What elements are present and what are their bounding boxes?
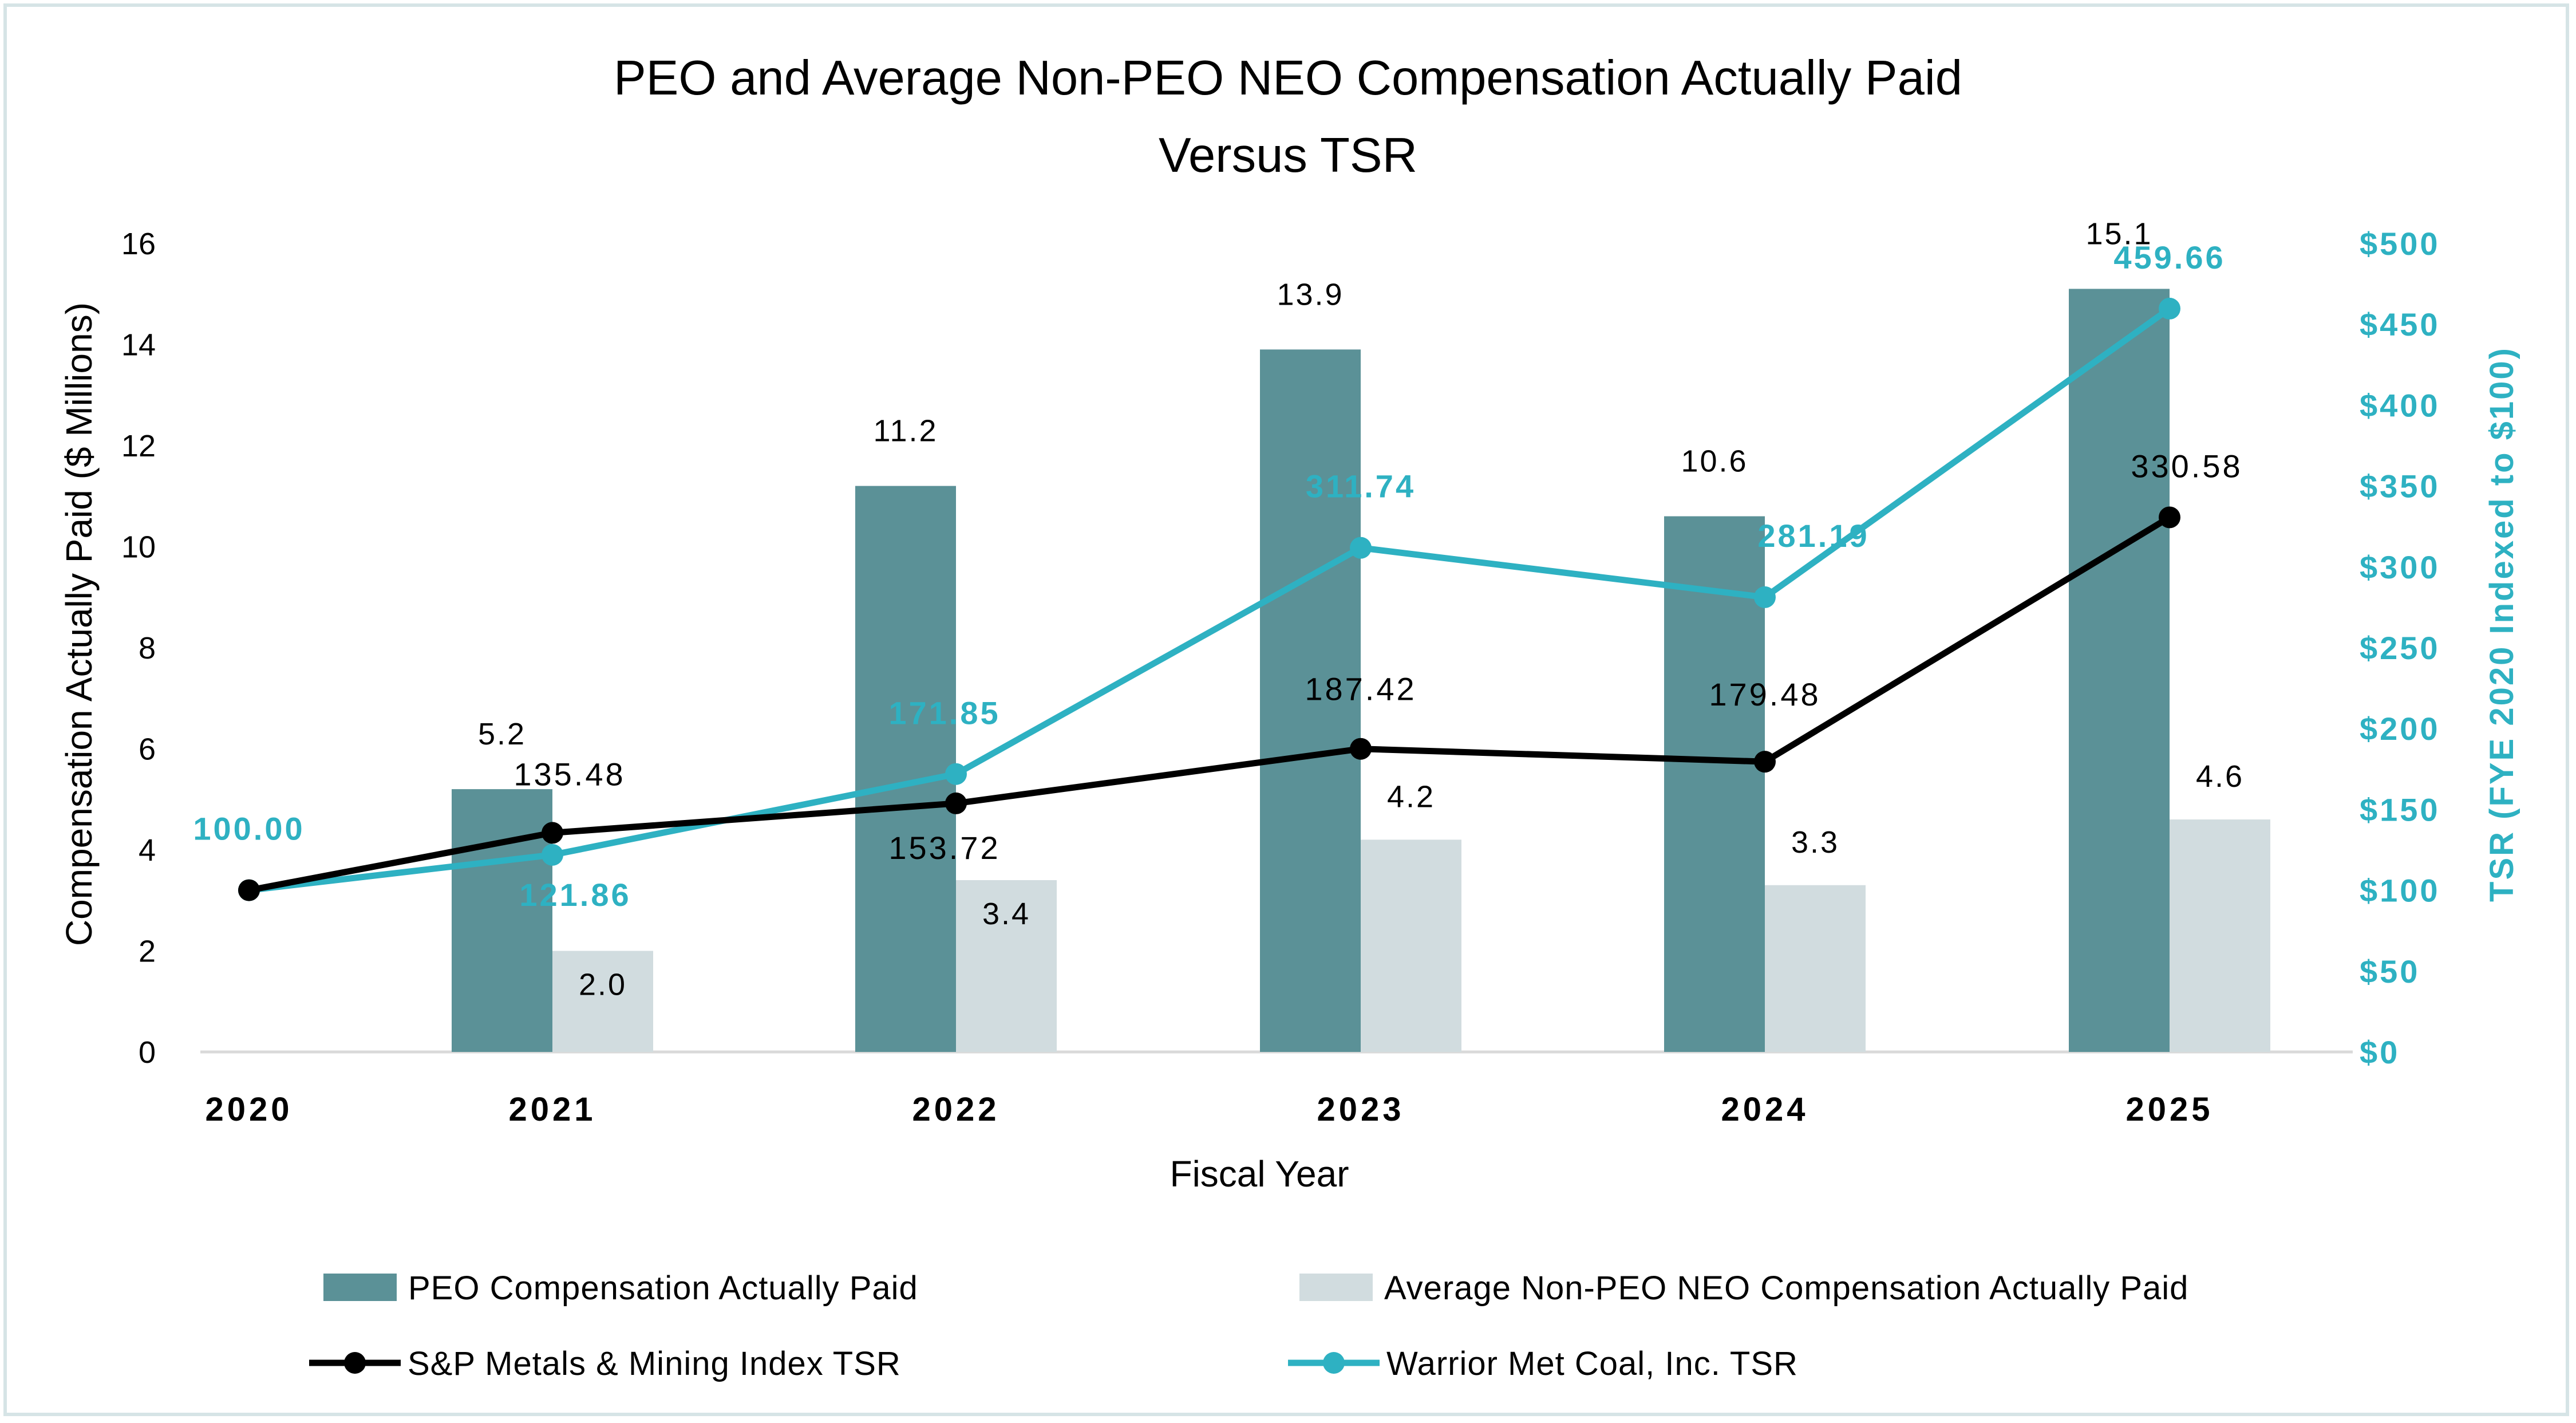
x-axis-ticks: 2020 2021 2022 2023 2024 2025 — [205, 1091, 2213, 1128]
sp-metals-mining-label: 330.58 — [2131, 448, 2242, 484]
tsr-labels: 135.48 153.72 187.42 179.48 330.58 100.00 121.… — [193, 239, 2242, 913]
sp-metals-mining-point — [945, 792, 967, 814]
x-tick-label: 2025 — [2125, 1091, 2213, 1128]
warrior-met-coal-point — [1350, 537, 1372, 559]
legend: PEO Compensation Actually Paid Average No… — [309, 1270, 2188, 1382]
chart-title: PEO and Average Non-PEO NEO Compensation… — [614, 51, 1962, 183]
non-peo-bar-label: 3.3 — [1791, 825, 1839, 860]
non-peo-bar — [1765, 885, 1866, 1052]
bar-labels: 5.2 11.2 13.9 10.6 15.1 2.0 3.4 4.2 3.3 4.6 — [478, 216, 2244, 1002]
warrior-met-coal-label: 121.86 — [519, 877, 631, 913]
y-tick-label: 8 — [139, 631, 156, 665]
x-axis-title: Fiscal Year — [1170, 1153, 1349, 1195]
sp-metals-mining-label: 135.48 — [513, 756, 625, 792]
y2-tick-label: $450 — [2360, 306, 2440, 342]
peo-bar — [1664, 516, 1765, 1052]
chart-title-line-2: Versus TSR — [1159, 128, 1417, 183]
non-peo-bar — [956, 880, 1057, 1052]
x-tick-label: 2024 — [1721, 1091, 1808, 1128]
y-tick-label: 0 — [139, 1035, 156, 1070]
sp-metals-mining-point — [238, 879, 260, 901]
legend-non-peo-label: Average Non-PEO NEO Compensation Actuall… — [1384, 1270, 2188, 1307]
non-peo-bar-label: 2.0 — [579, 968, 627, 1002]
peo-bar-label: 13.9 — [1277, 277, 1344, 312]
chart-title-line-1: PEO and Average Non-PEO NEO Compensation… — [614, 51, 1962, 105]
warrior-met-coal-label: 281.19 — [1757, 518, 1869, 554]
sp-metals-mining-label: 187.42 — [1305, 671, 1416, 707]
warrior-met-coal-line — [248, 306, 2172, 894]
bars — [452, 289, 2270, 1053]
y2-tick-label: $150 — [2360, 791, 2440, 827]
warrior-met-coal-label: 100.00 — [193, 811, 305, 847]
peo-bar — [2069, 289, 2170, 1052]
x-tick-label: 2022 — [912, 1091, 999, 1128]
y2-axis-title: TSR (FYE 2020 Indexed to $100) — [2483, 346, 2520, 902]
peo-bar-label: 10.6 — [1681, 444, 1748, 479]
y2-tick-label: $250 — [2360, 630, 2440, 666]
y2-tick-label: $400 — [2360, 387, 2440, 423]
non-peo-bar — [552, 951, 653, 1052]
warrior-met-coal-point — [1754, 586, 1776, 608]
peo-bar — [855, 486, 956, 1052]
y-tick-label: 4 — [139, 833, 156, 868]
legend-sp-metals-mining-label: S&P Metals & Mining Index TSR — [408, 1345, 901, 1382]
non-peo-bar-label: 4.6 — [2196, 759, 2244, 794]
y2-tick-label: $500 — [2360, 226, 2440, 262]
x-tick-label: 2021 — [508, 1091, 596, 1128]
y-tick-label: 6 — [139, 732, 156, 767]
peo-bar-label: 5.2 — [478, 717, 526, 751]
non-peo-bar-label: 4.2 — [1387, 779, 1435, 814]
sp-metals-mining-label: 153.72 — [888, 830, 1000, 866]
y2-tick-label: $200 — [2360, 711, 2440, 747]
sp-metals-mining-line — [248, 514, 2171, 894]
peo-bar-label: 15.1 — [2085, 216, 2152, 251]
y2-axis-ticks: $0 $50 $100 $150 $200 $250 $300 $350 $400 $450 $50… — [2360, 226, 2440, 1070]
peo-bar — [452, 789, 552, 1052]
y2-tick-label: $50 — [2360, 953, 2420, 990]
y2-tick-label: $350 — [2360, 468, 2440, 504]
x-tick-label: 2020 — [205, 1091, 293, 1128]
y2-tick-label: $100 — [2360, 873, 2440, 909]
x-tick-label: 2023 — [1317, 1091, 1404, 1128]
y-tick-label: 14 — [121, 328, 156, 362]
legend-non-peo-swatch — [1299, 1274, 1373, 1301]
y-axis-ticks: 0 2 4 6 8 10 12 14 16 — [121, 227, 156, 1070]
peo-bar — [1260, 349, 1361, 1053]
y2-tick-label: $300 — [2360, 549, 2440, 585]
tsr-lines — [238, 297, 2180, 901]
non-peo-bar-label: 3.4 — [982, 897, 1030, 931]
sp-metals-mining-point — [2159, 506, 2180, 529]
sp-metals-mining-point — [1754, 751, 1776, 773]
warrior-met-coal-point — [2159, 297, 2180, 320]
warrior-met-coal-point — [945, 763, 967, 785]
sp-metals-mining-label: 179.48 — [1709, 676, 1820, 712]
y-axis-title: Compensation Actually Paid ($ Millions) — [58, 302, 100, 946]
sp-metals-mining-point — [1350, 738, 1372, 760]
legend-warrior-met-coal-swatch-marker — [1323, 1352, 1345, 1374]
legend-peo-swatch — [323, 1274, 397, 1301]
y-tick-label: 10 — [121, 530, 156, 565]
sp-metals-mining-point — [542, 822, 563, 844]
non-peo-bar — [2170, 819, 2270, 1052]
non-peo-bar — [1361, 839, 1461, 1052]
warrior-met-coal-label: 459.66 — [2113, 239, 2225, 275]
legend-peo-label: PEO Compensation Actually Paid — [408, 1270, 918, 1307]
warrior-met-coal-label: 171.85 — [888, 695, 1000, 731]
warrior-met-coal-label: 311.74 — [1306, 468, 1416, 504]
y-tick-label: 16 — [121, 227, 156, 261]
peo-bar-label: 11.2 — [873, 414, 938, 448]
warrior-met-coal-point — [542, 843, 563, 866]
legend-sp-metals-mining-swatch-marker — [344, 1352, 366, 1374]
y2-tick-label: $0 — [2360, 1034, 2400, 1070]
y-tick-label: 12 — [121, 429, 156, 463]
y-tick-label: 2 — [139, 935, 156, 969]
legend-warrior-met-coal-label: Warrior Met Coal, Inc. TSR — [1386, 1345, 1798, 1382]
